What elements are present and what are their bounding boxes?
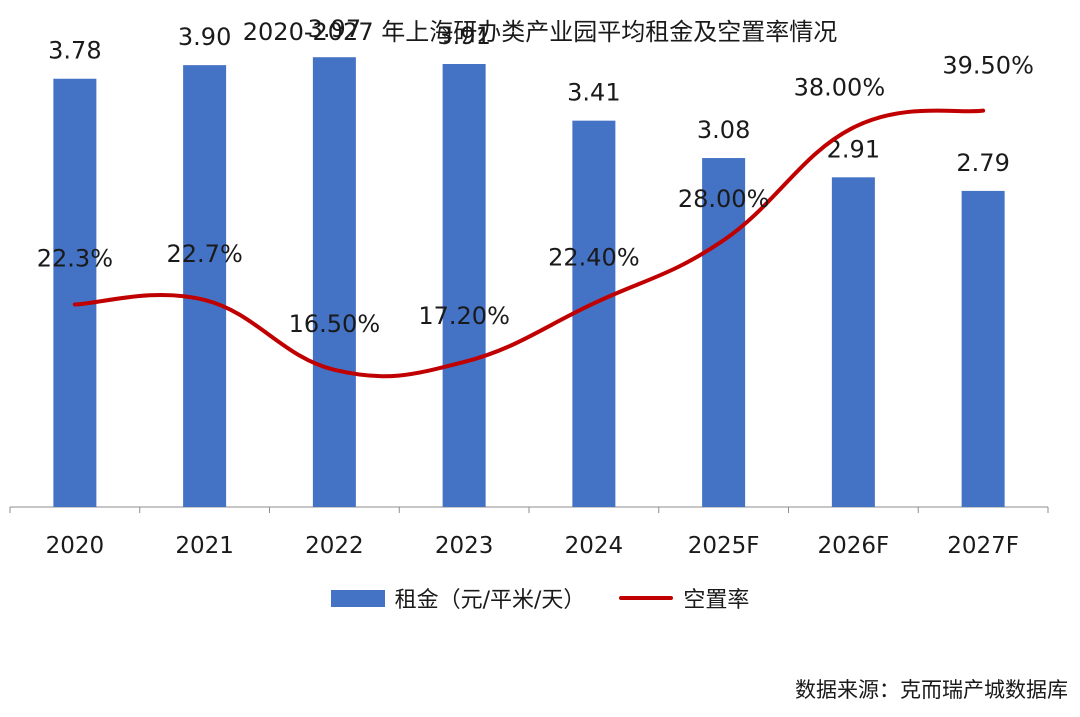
line-value-labels: 22.3% 22.7% 16.50% 17.20% 22.40% 28.00% 38.00%…: [37, 52, 1034, 338]
line-label-2025F: 28.00%: [678, 185, 770, 213]
x-tick-label-2026F: 2026F: [817, 533, 889, 559]
bar-label-2023: 3.91: [437, 22, 490, 50]
x-tick-label-2027F: 2027F: [947, 533, 1019, 559]
source-note: 数据来源：克而瑞产城数据库: [795, 678, 1068, 702]
bar-2020: [53, 78, 97, 507]
x-axis-ticks: [9, 507, 1049, 513]
legend-item-vacancy: 空置率: [619, 582, 749, 614]
line-label-2023: 17.20%: [418, 302, 510, 330]
legend-swatch-rent: [330, 589, 385, 607]
bar-2023: [442, 64, 486, 507]
x-tick-label-2022: 2022: [305, 533, 364, 559]
bar-label-2021: 3.90: [178, 23, 231, 51]
bar-label-2024: 3.41: [567, 79, 620, 107]
x-tick-label-2021: 2021: [175, 533, 234, 559]
bar-2025F: [702, 158, 746, 508]
x-tick-label-2020: 2020: [46, 533, 105, 559]
line-label-2026F: 38.00%: [794, 74, 886, 102]
line-label-2021: 22.7%: [167, 240, 243, 268]
legend-label-vacancy: 空置率: [683, 588, 750, 613]
line-label-2024: 22.40%: [548, 243, 640, 271]
bar-label-2025F: 3.08: [697, 116, 750, 144]
line-label-2027F: 39.50%: [942, 52, 1034, 80]
x-tick-label-2023: 2023: [435, 533, 494, 559]
x-tick-label-2025F: 2025F: [688, 533, 760, 559]
legend: 租金（元/平米/天） 空置率: [0, 582, 1080, 614]
bar-2021: [183, 65, 227, 507]
vacancy-rate-line: [72, 108, 986, 379]
line-label-2022: 16.50%: [289, 310, 381, 338]
bar-label-2020: 3.78: [48, 37, 101, 65]
bar-series: [53, 57, 1005, 508]
chart-title: 2020-2027 年上海研办类产业园平均租金及空置率情况: [242, 18, 838, 46]
x-axis-tick-labels: 2020 2021 2022 2023 2024 2025F 2026F 2027F: [46, 533, 1019, 559]
x-tick-label-2024: 2024: [565, 533, 624, 559]
legend-label-rent: 租金（元/平米/天）: [394, 588, 586, 613]
bar-value-labels: 3.78 3.90 3.97 3.913.413.082.91 2.79: [48, 15, 1010, 177]
chart-area: 3.78 3.90 3.97 3.913.413.082.91 2.79 22.3% 22…: [9, 15, 1049, 559]
legend-item-rent: 租金（元/平米/天）: [330, 582, 586, 614]
bar-2024: [572, 120, 616, 507]
bar-label-2027F: 2.79: [956, 149, 1009, 177]
bar-label-2022: 3.97: [308, 15, 361, 43]
bar-2026F: [831, 177, 875, 507]
line-label-2020: 22.3%: [37, 244, 113, 272]
bar-2022: [312, 57, 356, 507]
bar-2027F: [961, 190, 1005, 507]
legend-swatch-vacancy: [619, 596, 674, 600]
